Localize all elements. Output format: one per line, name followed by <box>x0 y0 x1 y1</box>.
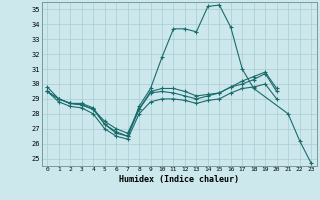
X-axis label: Humidex (Indice chaleur): Humidex (Indice chaleur) <box>119 175 239 184</box>
